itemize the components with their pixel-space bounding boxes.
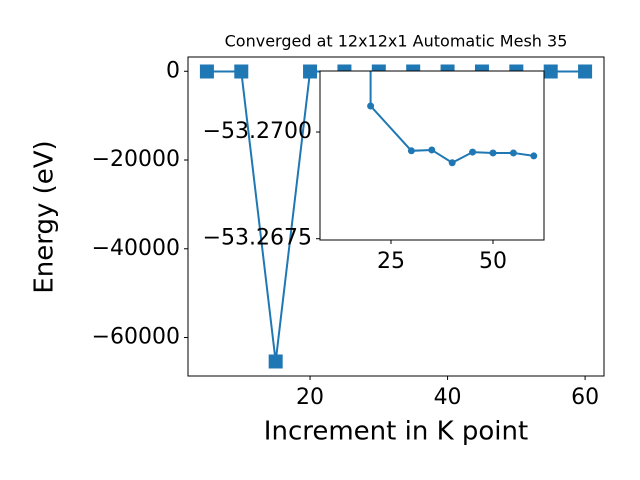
y-tick-label: −53.2675 [203, 226, 312, 251]
marker [578, 64, 593, 79]
x-tick-label: 20 [296, 385, 324, 410]
y-tick-label: 0 [166, 58, 180, 83]
chart-title: Converged at 12x12x1 Automatic Mesh 35 [225, 32, 568, 51]
axes-background [320, 71, 544, 240]
marker [469, 148, 477, 156]
marker [428, 146, 436, 154]
y-tick-label: −40000 [92, 236, 180, 261]
marker [448, 159, 456, 167]
y-tick-label: −20000 [92, 147, 180, 172]
x-tick-label: 50 [479, 249, 507, 274]
marker [234, 64, 249, 79]
marker [367, 102, 375, 110]
axes-frame [187, 56, 605, 377]
x-tick-label: 25 [377, 249, 405, 274]
marker [489, 149, 497, 157]
y-axis-label: Energy (eV) [30, 140, 60, 293]
marker [303, 64, 318, 79]
y-tick-label: −53.2700 [203, 119, 312, 144]
marker [268, 354, 283, 369]
marker [407, 147, 415, 155]
marker [543, 64, 558, 79]
axes-frame [319, 70, 545, 241]
x-tick-label: 40 [434, 385, 462, 410]
marker [509, 149, 517, 157]
x-axis-label: Increment in K point [264, 417, 528, 447]
plot-area [367, 71, 538, 167]
x-tick-label: 60 [571, 385, 599, 410]
y-tick-label: −60000 [92, 325, 180, 350]
marker [199, 64, 214, 79]
marker [530, 152, 538, 160]
